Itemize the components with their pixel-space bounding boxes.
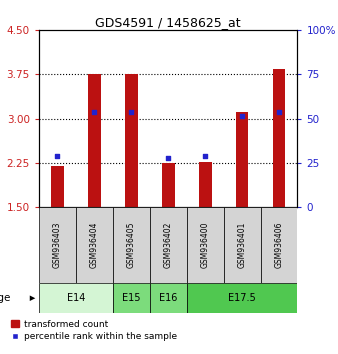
Bar bbox=[88, 74, 101, 207]
Point bbox=[202, 153, 208, 159]
Legend: transformed count, percentile rank within the sample: transformed count, percentile rank withi… bbox=[11, 320, 177, 341]
Point bbox=[92, 109, 97, 115]
Bar bbox=[113, 283, 150, 313]
Bar bbox=[125, 74, 138, 207]
Title: GDS4591 / 1458625_at: GDS4591 / 1458625_at bbox=[95, 16, 241, 29]
Bar bbox=[187, 207, 223, 283]
Point bbox=[166, 155, 171, 161]
Point bbox=[239, 113, 245, 119]
Text: GSM936403: GSM936403 bbox=[53, 222, 62, 268]
Text: GSM936405: GSM936405 bbox=[127, 222, 136, 268]
Bar bbox=[272, 69, 285, 207]
Bar bbox=[51, 166, 64, 207]
Bar bbox=[39, 283, 113, 313]
Bar bbox=[223, 207, 261, 283]
Point bbox=[128, 109, 134, 115]
Point bbox=[55, 153, 60, 159]
Text: GSM936401: GSM936401 bbox=[238, 222, 246, 268]
Bar bbox=[39, 207, 76, 283]
Text: age: age bbox=[0, 293, 11, 303]
Bar bbox=[76, 207, 113, 283]
Bar bbox=[150, 283, 187, 313]
Text: GSM936406: GSM936406 bbox=[274, 222, 284, 268]
Bar bbox=[162, 163, 175, 207]
Text: E17.5: E17.5 bbox=[228, 293, 256, 303]
Text: E15: E15 bbox=[122, 293, 141, 303]
Text: GSM936400: GSM936400 bbox=[200, 222, 210, 268]
Text: E16: E16 bbox=[159, 293, 177, 303]
Bar bbox=[199, 162, 212, 207]
Bar bbox=[187, 283, 297, 313]
Point bbox=[276, 109, 282, 115]
Text: E14: E14 bbox=[67, 293, 85, 303]
Bar bbox=[150, 207, 187, 283]
Text: GSM936402: GSM936402 bbox=[164, 222, 173, 268]
Bar bbox=[236, 112, 248, 207]
Text: GSM936404: GSM936404 bbox=[90, 222, 99, 268]
Bar bbox=[261, 207, 297, 283]
Bar bbox=[113, 207, 150, 283]
